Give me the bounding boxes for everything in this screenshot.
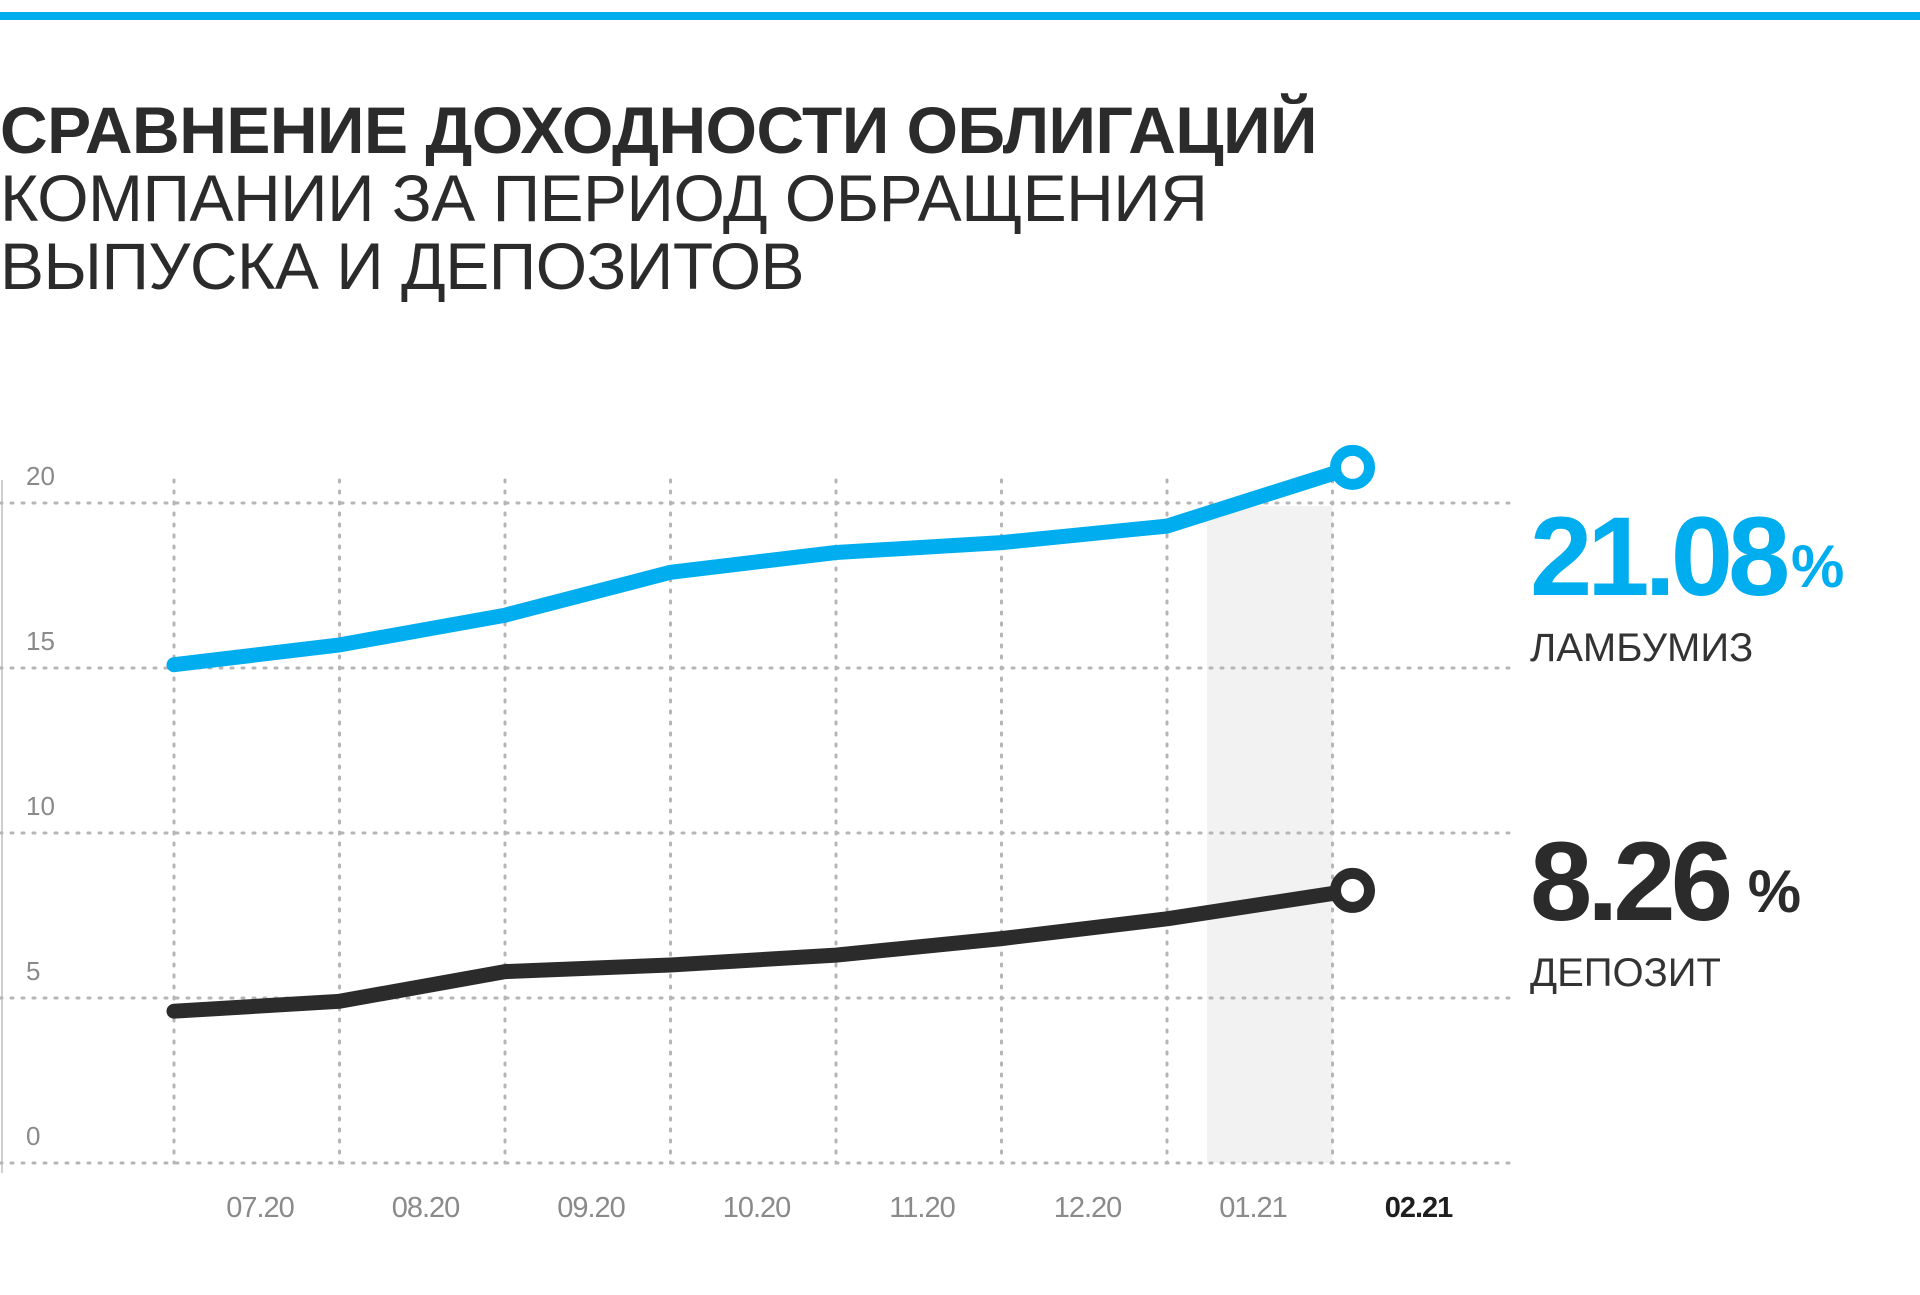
- chart-title: СРАВНЕНИЕ ДОХОДНОСТИ ОБЛИГАЦИЙ КОМПАНИИ …: [0, 93, 1318, 303]
- series-layer: [166, 444, 1375, 1019]
- series-end-marker: [1330, 444, 1375, 490]
- x-tick-label: 02.21: [1385, 1192, 1453, 1224]
- x-tick-label: 09.20: [557, 1192, 625, 1224]
- y-tick-label: 5: [26, 956, 40, 986]
- y-tick-label: 0: [26, 1121, 40, 1151]
- y-tick-label: 10: [26, 791, 55, 821]
- end-label-layer: 21.08 % ЛАМБУМИЗ 8.26 % ДЕПОЗИТ: [1530, 494, 1844, 995]
- y-tick-label: 20: [26, 461, 55, 491]
- x-tick-label: 10.20: [723, 1192, 791, 1224]
- x-tick-layer: 07.20 08.20 09.20 10.20 11.20 12.20 01.21 02.21: [226, 1192, 1454, 1224]
- x-tick-label: 08.20: [392, 1192, 460, 1224]
- series-line: [166, 882, 1360, 1019]
- series-name-label: ДЕПОЗИТ: [1530, 951, 1721, 995]
- series-name-label: ЛАМБУМИЗ: [1530, 626, 1753, 670]
- series-line: [166, 459, 1360, 673]
- title-line-1: СРАВНЕНИЕ ДОХОДНОСТИ ОБЛИГАЦИЙ: [0, 93, 1318, 167]
- highlight-band: [1207, 506, 1333, 1164]
- title-line-2: КОМПАНИИ ЗА ПЕРИОД ОБРАЩЕНИЯ: [0, 161, 1208, 235]
- y-tick-label: 15: [26, 626, 55, 656]
- x-tick-label: 11.20: [889, 1192, 954, 1224]
- series-end-value: 21.08: [1530, 494, 1787, 619]
- series-end-marker: [1330, 867, 1375, 913]
- series-end-unit: %: [1791, 533, 1844, 600]
- x-tick-label: 07.20: [226, 1192, 294, 1224]
- grid-layer: [0, 478, 1512, 1173]
- series-end-unit: %: [1748, 858, 1801, 925]
- x-tick-label: 01.21: [1219, 1192, 1287, 1224]
- series-end-value: 8.26: [1530, 819, 1730, 944]
- highlight-band-layer: [1207, 506, 1333, 1164]
- title-line-3: ВЫПУСКА И ДЕПОЗИТОВ: [0, 229, 805, 303]
- x-tick-label: 12.20: [1054, 1192, 1122, 1224]
- y-tick-layer: 0 5 10 15 20: [26, 461, 55, 1151]
- top-accent-rule: [0, 12, 1920, 20]
